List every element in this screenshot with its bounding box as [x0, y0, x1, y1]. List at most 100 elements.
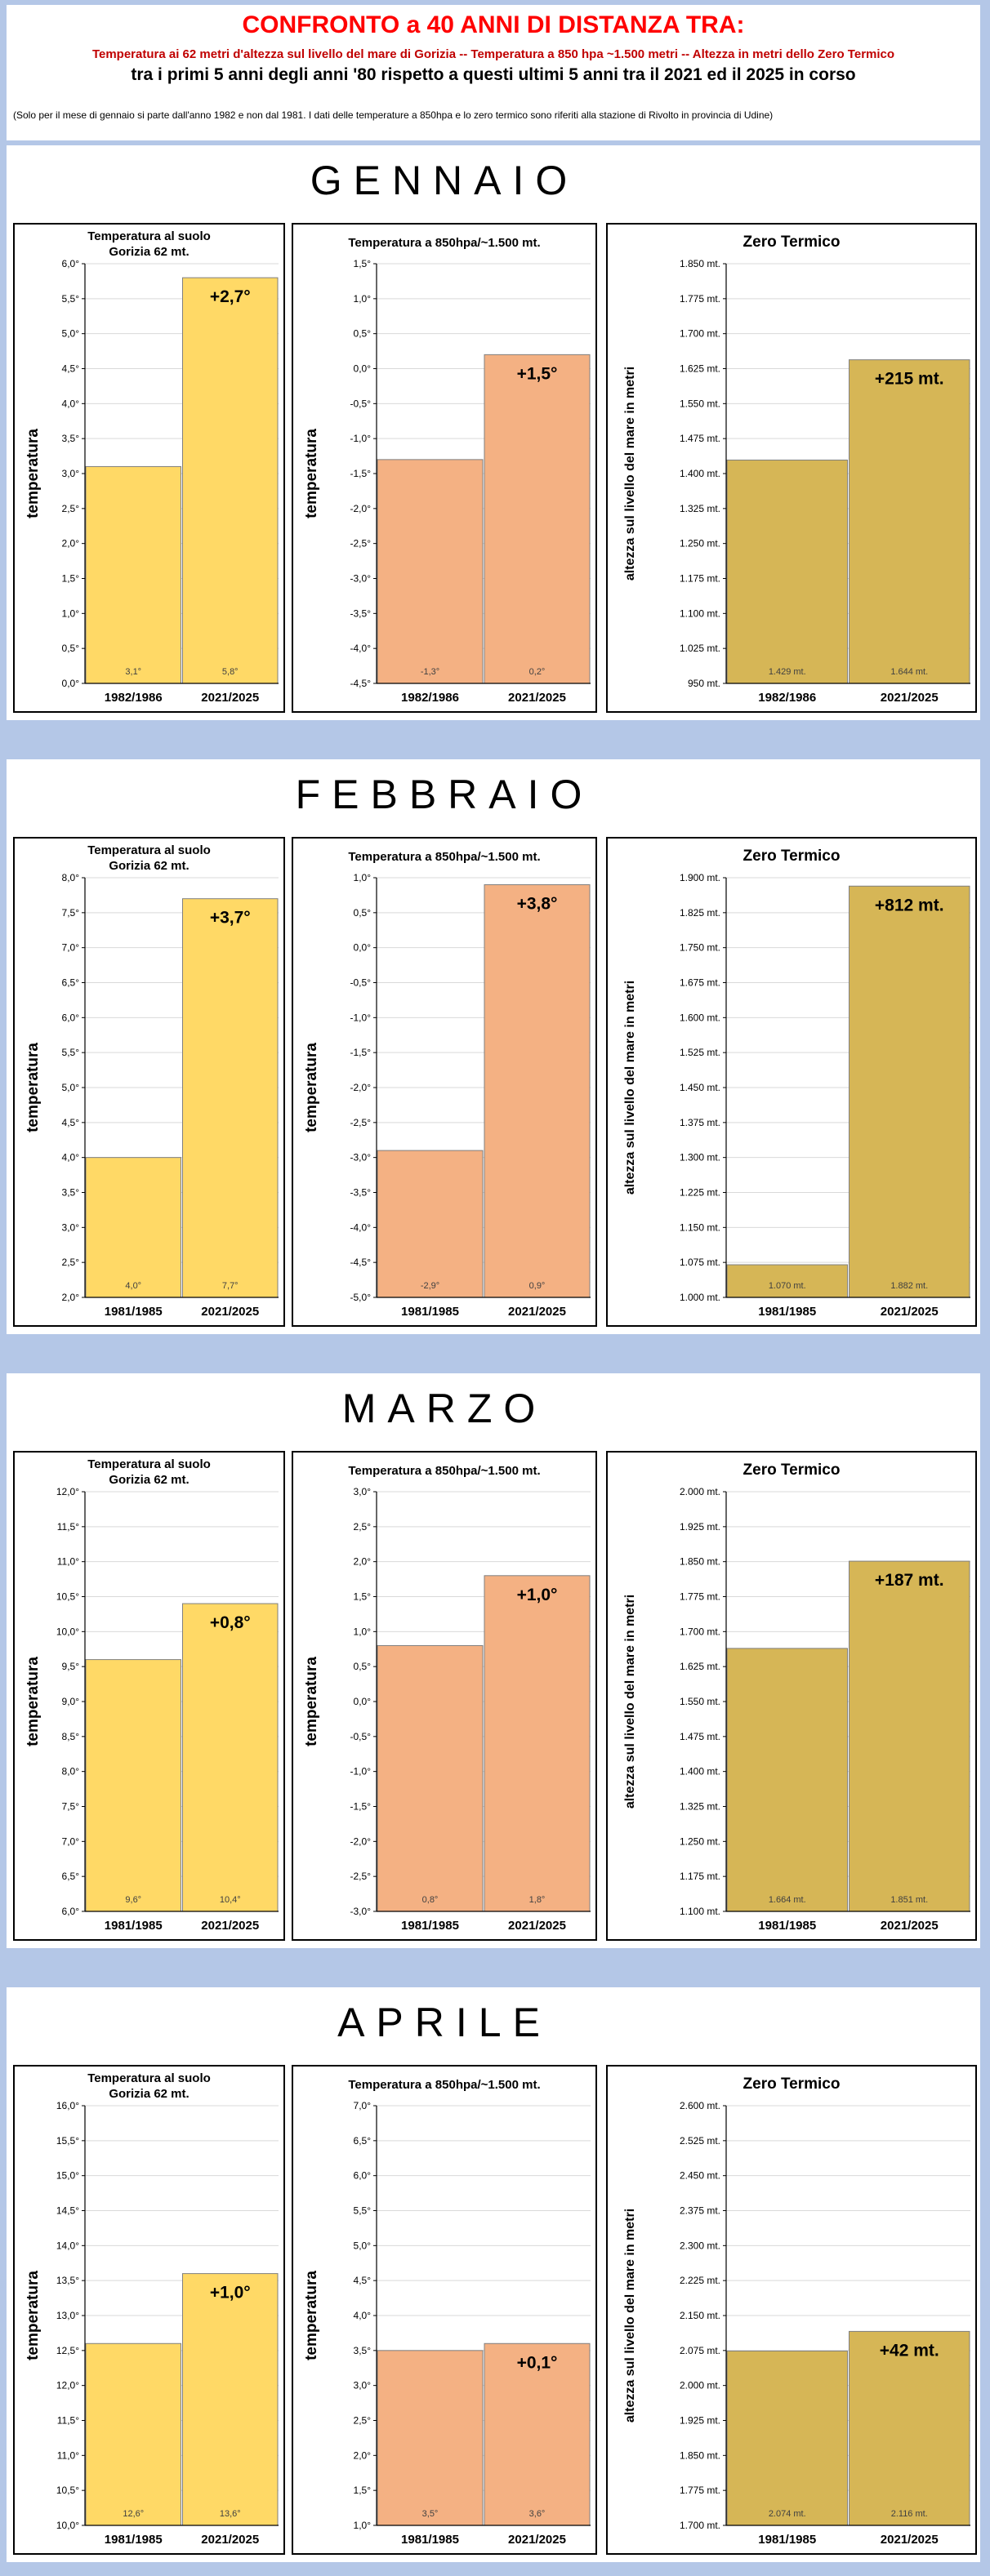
- x-category-label: 2021/2025: [201, 1305, 259, 1319]
- y-tick-label: 1,0°: [354, 872, 372, 883]
- y-tick-label: 6,5°: [354, 2135, 372, 2147]
- bar-value-label: 10,4°: [220, 1895, 241, 1905]
- y-tick-label: -0,5°: [350, 977, 372, 989]
- bar-value-label: 0,9°: [529, 1281, 546, 1291]
- y-tick-label: 1.175 mt.: [680, 1871, 720, 1882]
- x-category-label: 2021/2025: [201, 691, 259, 705]
- y-tick-label: 1.450 mt.: [680, 1082, 720, 1093]
- chart-panel-ground: Temperatura al suolo Gorizia 62 mt. 0,0° 0,…: [13, 223, 285, 713]
- chart-title: Temperatura a 850hpa/~1.500 mt.: [348, 2078, 540, 2092]
- bar-value-label: 7,7°: [222, 1281, 239, 1291]
- bar-2021-2025: [182, 277, 279, 684]
- bar-chart-zero: Zero Termico 950 mt. 1.025 mt. 1.100 mt. 1.1…: [623, 234, 970, 705]
- y-tick-label: 1.900 mt.: [680, 872, 720, 883]
- y-axis-title: altezza sul livello del mare in metri: [623, 2209, 637, 2423]
- y-tick-label: 10,5°: [56, 1591, 79, 1603]
- y-tick-label: 5,5°: [354, 2205, 372, 2217]
- y-tick-label: 1.325 mt.: [680, 503, 720, 514]
- y-tick-label: 13,0°: [56, 2310, 79, 2321]
- difference-label: +812 mt.: [875, 896, 944, 914]
- y-tick-label: 0,5°: [354, 328, 372, 340]
- y-tick-label: -3,0°: [350, 1906, 372, 1917]
- y-tick-label: -0,5°: [350, 1731, 372, 1742]
- bar-value-label: 1.664 mt.: [769, 1895, 806, 1905]
- month-section-febbraio: FEBBRAIO Temperatura al suolo Gorizia 62 m…: [7, 759, 980, 1334]
- y-tick-label: 11,5°: [57, 2415, 79, 2427]
- x-category-label: 1981/1985: [105, 2533, 163, 2547]
- x-category-label: 2021/2025: [508, 2533, 566, 2547]
- bar-value-label: 1.644 mt.: [890, 667, 928, 677]
- y-tick-label: 1.850 mt.: [680, 2449, 720, 2461]
- bar-value-label: 1.429 mt.: [769, 667, 806, 677]
- y-tick-label: -4,0°: [350, 643, 372, 654]
- y-tick-label: 1,0°: [354, 1626, 372, 1637]
- bar-value-label: 12,6°: [123, 2509, 144, 2519]
- y-tick-label: 13,5°: [56, 2275, 79, 2286]
- y-tick-label: 4,0°: [62, 1152, 80, 1163]
- y-tick-label: 2,0°: [354, 1556, 372, 1568]
- y-tick-label: -1,0°: [350, 1766, 372, 1777]
- bar-2021-2025: [849, 359, 970, 684]
- bar-value-label: 1.070 mt.: [769, 1281, 806, 1291]
- x-category-label: 2021/2025: [881, 2533, 939, 2547]
- y-tick-label: 7,5°: [62, 907, 80, 919]
- y-tick-label: 14,0°: [56, 2240, 79, 2251]
- y-tick-label: 3,0°: [354, 2380, 372, 2391]
- x-category-label: 2021/2025: [881, 1305, 939, 1319]
- y-tick-label: 1.850 mt.: [680, 1556, 720, 1568]
- y-tick-label: 1.625 mt.: [680, 1661, 720, 1672]
- y-tick-label: 0,5°: [354, 907, 372, 919]
- bar-chart-ground: Temperatura al suolo Gorizia 62 mt. 10,0° 1…: [25, 2071, 279, 2547]
- y-tick-label: 6,0°: [354, 2170, 372, 2182]
- x-category-label: 1982/1986: [105, 691, 163, 705]
- bar-1981-1985: [85, 1157, 181, 1298]
- chart-title: Zero Termico: [743, 1462, 841, 1479]
- chart-panel-hpa: Temperatura a 850hpa/~1.500 mt. -5,0° -4,5…: [292, 837, 597, 1327]
- y-axis-title: temperatura: [25, 429, 42, 518]
- y-tick-label: 1.675 mt.: [680, 977, 720, 989]
- y-tick-label: -1,5°: [350, 1047, 372, 1058]
- bar-2021-2025: [182, 898, 279, 1298]
- y-tick-label: -2,0°: [350, 1835, 372, 1847]
- y-tick-label: 2.000 mt.: [680, 1486, 720, 1497]
- y-tick-label: 1.700 mt.: [680, 328, 720, 340]
- y-tick-label: 1.550 mt.: [680, 1696, 720, 1707]
- y-tick-label: 6,0°: [62, 1012, 80, 1023]
- bar-value-label: 3,6°: [529, 2509, 546, 2519]
- y-tick-label: 1.175 mt.: [680, 573, 720, 585]
- y-tick-label: -5,0°: [350, 1292, 372, 1303]
- comparison-line: tra i primi 5 anni degli anni '80 rispet…: [131, 65, 856, 84]
- y-tick-label: 0,0°: [62, 678, 80, 689]
- y-axis-title: altezza sul livello del mare in metri: [623, 1595, 637, 1809]
- bar-2021-2025: [182, 1603, 279, 1912]
- chart-panel-hpa: Temperatura a 850hpa/~1.500 mt. -3,0° -2,5…: [292, 1451, 597, 1941]
- y-tick-label: -4,0°: [350, 1221, 372, 1233]
- y-tick-label: 1.600 mt.: [680, 1012, 720, 1023]
- x-category-label: 1981/1985: [401, 1305, 459, 1319]
- y-tick-label: 12,0°: [56, 1486, 79, 1497]
- difference-label: +1,5°: [517, 364, 558, 383]
- chart-title: Temperatura al suolo: [87, 1457, 211, 1471]
- bar-2021-2025: [182, 2273, 279, 2526]
- y-tick-label: 6,5°: [62, 977, 80, 989]
- chart-title: Temperatura a 850hpa/~1.500 mt.: [348, 236, 540, 250]
- y-tick-label: 1.400 mt.: [680, 1766, 720, 1777]
- y-tick-label: 2.150 mt.: [680, 2310, 720, 2321]
- y-tick-label: 7,5°: [62, 1801, 80, 1813]
- bar-value-label: 2.074 mt.: [769, 2509, 806, 2519]
- difference-label: +0,1°: [517, 2353, 558, 2372]
- chart-title: Temperatura a 850hpa/~1.500 mt.: [348, 1464, 540, 1478]
- x-category-label: 2021/2025: [201, 1919, 259, 1933]
- bar-chart-hpa: Temperatura a 850hpa/~1.500 mt. -5,0° -4,5…: [303, 850, 591, 1319]
- y-tick-label: 1.250 mt.: [680, 1835, 720, 1847]
- x-category-label: 1982/1986: [758, 691, 816, 705]
- chart-title: Gorizia 62 mt.: [109, 2087, 189, 2101]
- y-tick-label: -2,0°: [350, 503, 372, 514]
- month-title: GENNAIO: [310, 158, 579, 203]
- y-tick-label: 0,5°: [62, 643, 80, 654]
- y-tick-label: 2.075 mt.: [680, 2345, 720, 2356]
- y-tick-label: 1.475 mt.: [680, 1731, 720, 1742]
- y-tick-label: 1.850 mt.: [680, 258, 720, 269]
- bar-value-label: 5,8°: [222, 667, 239, 677]
- y-tick-label: 2.450 mt.: [680, 2170, 720, 2182]
